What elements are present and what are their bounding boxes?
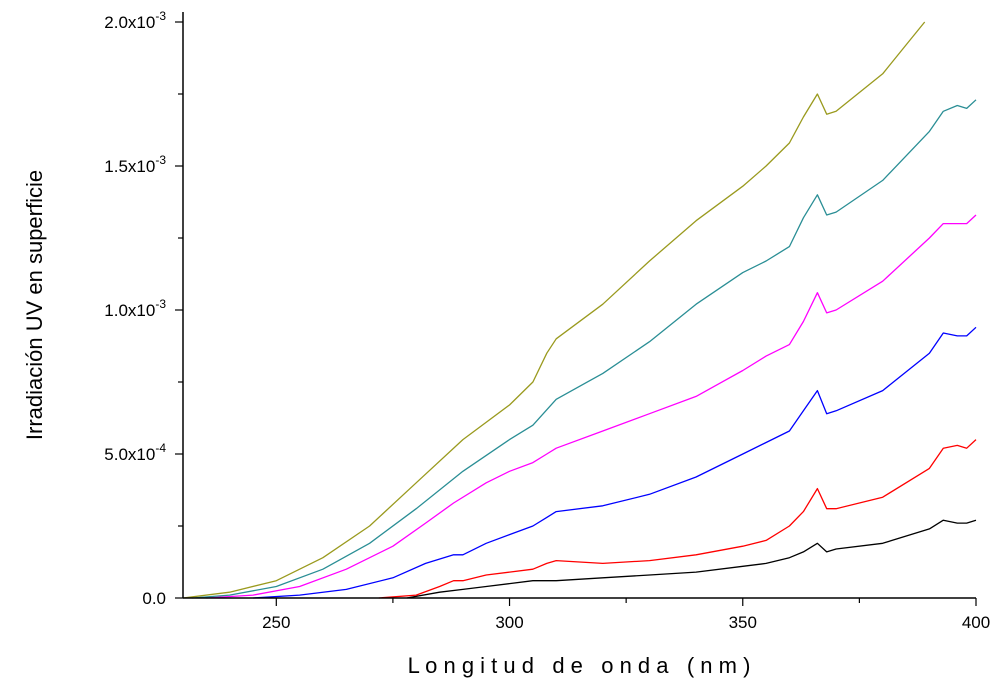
series-line-4: [206, 214, 977, 599]
tick-labels: 250 300 350 400 0.0 5.0x10-4 1.0x10-3 1.5x10-3 2…: [104, 9, 990, 632]
x-tick-label: 250: [262, 613, 290, 632]
y-axis-title: Irradiación UV en superficie: [22, 170, 47, 440]
y-tick-label: 2.0x10-3: [104, 9, 166, 32]
y-tick-label: 1.5x10-3: [104, 153, 166, 176]
series-line-1: [406, 519, 977, 599]
y-tick-label: 0.0: [142, 589, 166, 608]
series-line-6: [182, 21, 926, 599]
x-tick-label: 350: [729, 613, 757, 632]
series-line-5: [192, 99, 977, 599]
x-axis-title: L o n g i t u d d e o n d a ( n m ): [408, 653, 751, 678]
series-group: [182, 21, 977, 599]
series-line-2: [378, 439, 977, 599]
series-line-3: [252, 326, 977, 599]
x-tick-label: 300: [495, 613, 523, 632]
tick-marks: [175, 21, 977, 606]
axes: [182, 12, 976, 599]
x-tick-label: 400: [962, 613, 990, 632]
y-tick-label: 1.0x10-3: [104, 297, 166, 320]
y-tick-label: 5.0x10-4: [104, 441, 166, 464]
